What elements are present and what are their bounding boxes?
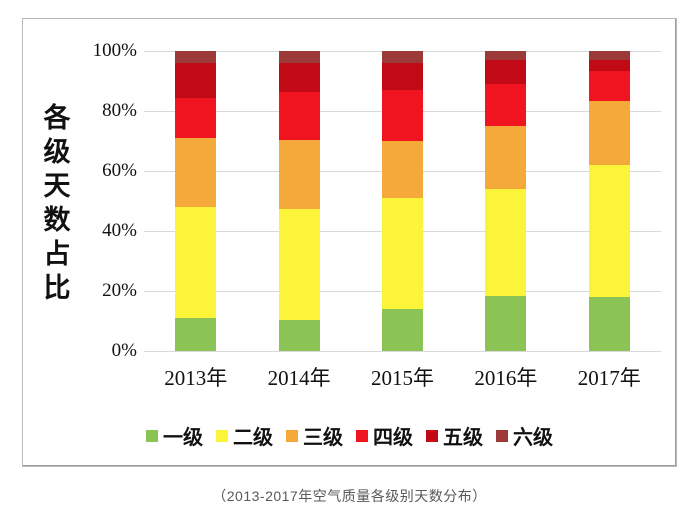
legend-swatch-五级 (426, 429, 438, 442)
chart-caption: （2013-2017年空气质量各级别天数分布） (212, 488, 487, 504)
legend-label-四级: 四级 (373, 427, 413, 449)
x-label-2016年: 2016年 (474, 366, 538, 390)
legend-item-三级: 三级 (286, 421, 343, 450)
y-tick-80%: 80% (102, 100, 137, 121)
bar-segment-六级-2017年 (588, 51, 630, 60)
legend-label-五级: 五级 (443, 427, 483, 449)
bar-segment-五级-2016年 (485, 60, 527, 84)
legend-swatch-六级 (496, 429, 508, 442)
bar-2017年 (588, 51, 630, 351)
bar-segment-一级-2013年 (175, 318, 217, 351)
bar-segment-四级-2016年 (485, 84, 527, 126)
bar-segment-一级-2015年 (382, 309, 423, 351)
bar-segment-三级-2014年 (278, 139, 320, 209)
legend: 一级 二级 三级 四级 五级 六级 (23, 421, 676, 450)
y-tick-100%: 100% (92, 40, 137, 61)
legend-item-五级: 五级 (426, 421, 483, 450)
x-label-2017年: 2017年 (577, 366, 641, 390)
bar-segment-六级-2013年 (175, 51, 217, 63)
x-label-2014年: 2014年 (267, 366, 331, 390)
y-tick-60%: 60% (102, 160, 137, 181)
bar-segment-六级-2016年 (485, 51, 527, 60)
legend-swatch-四级 (356, 429, 368, 442)
bar-segment-二级-2016年 (485, 189, 527, 296)
bar-segment-五级-2017年 (588, 60, 630, 71)
bar-segment-一级-2017年 (588, 297, 630, 351)
legend-label-二级: 二级 (233, 427, 273, 449)
x-label-2013年: 2013年 (164, 366, 228, 390)
bar-segment-二级-2017年 (588, 165, 630, 297)
legend-item-六级: 六级 (496, 421, 553, 450)
bar-segment-四级-2017年 (588, 70, 630, 101)
bar-2014年 (278, 51, 320, 351)
chart-frame: 各级天数占比 0% 20% 40% 60% 80% 100% 2013年 2014年 2015… (22, 18, 677, 467)
y-tick-40%: 40% (102, 220, 137, 241)
legend-item-一级: 一级 (146, 421, 203, 450)
plot-area (144, 51, 661, 352)
bar-segment-一级-2014年 (278, 319, 320, 351)
bar-segment-六级-2014年 (278, 51, 320, 63)
legend-item-二级: 二级 (216, 421, 273, 450)
bar-segment-六级-2015年 (382, 51, 423, 63)
bar-segment-一级-2016年 (485, 295, 527, 351)
legend-label-六级: 六级 (513, 427, 553, 449)
legend-swatch-三级 (286, 429, 298, 442)
legend-swatch-一级 (146, 429, 158, 442)
bar-segment-三级-2017年 (588, 100, 630, 165)
bar-segment-五级-2013年 (175, 63, 217, 98)
bar-segment-五级-2015年 (382, 63, 423, 90)
bar-2015年 (382, 51, 423, 351)
bar-segment-三级-2015年 (382, 141, 423, 198)
y-tick-0%: 0% (111, 340, 137, 361)
legend-swatch-二级 (216, 429, 228, 442)
bar-segment-三级-2013年 (175, 138, 217, 207)
legend-item-四级: 四级 (356, 421, 413, 450)
y-tick-20%: 20% (102, 280, 137, 301)
bar-2013年 (175, 51, 217, 351)
bar-2016年 (485, 51, 527, 351)
x-label-2015年: 2015年 (371, 366, 434, 390)
bar-segment-三级-2016年 (485, 126, 527, 189)
bar-segment-五级-2014年 (278, 63, 320, 92)
bar-segment-四级-2014年 (278, 91, 320, 140)
legend-label-一级: 一级 (163, 427, 203, 449)
y-axis-title: 各级天数占比 (43, 103, 71, 303)
bar-segment-四级-2013年 (175, 97, 217, 138)
gridline-0 (144, 351, 661, 352)
bar-segment-二级-2013年 (175, 207, 217, 318)
legend-label-三级: 三级 (303, 427, 343, 449)
bar-segment-二级-2015年 (382, 198, 423, 309)
bar-segment-二级-2014年 (278, 208, 320, 320)
bar-segment-四级-2015年 (382, 90, 423, 141)
